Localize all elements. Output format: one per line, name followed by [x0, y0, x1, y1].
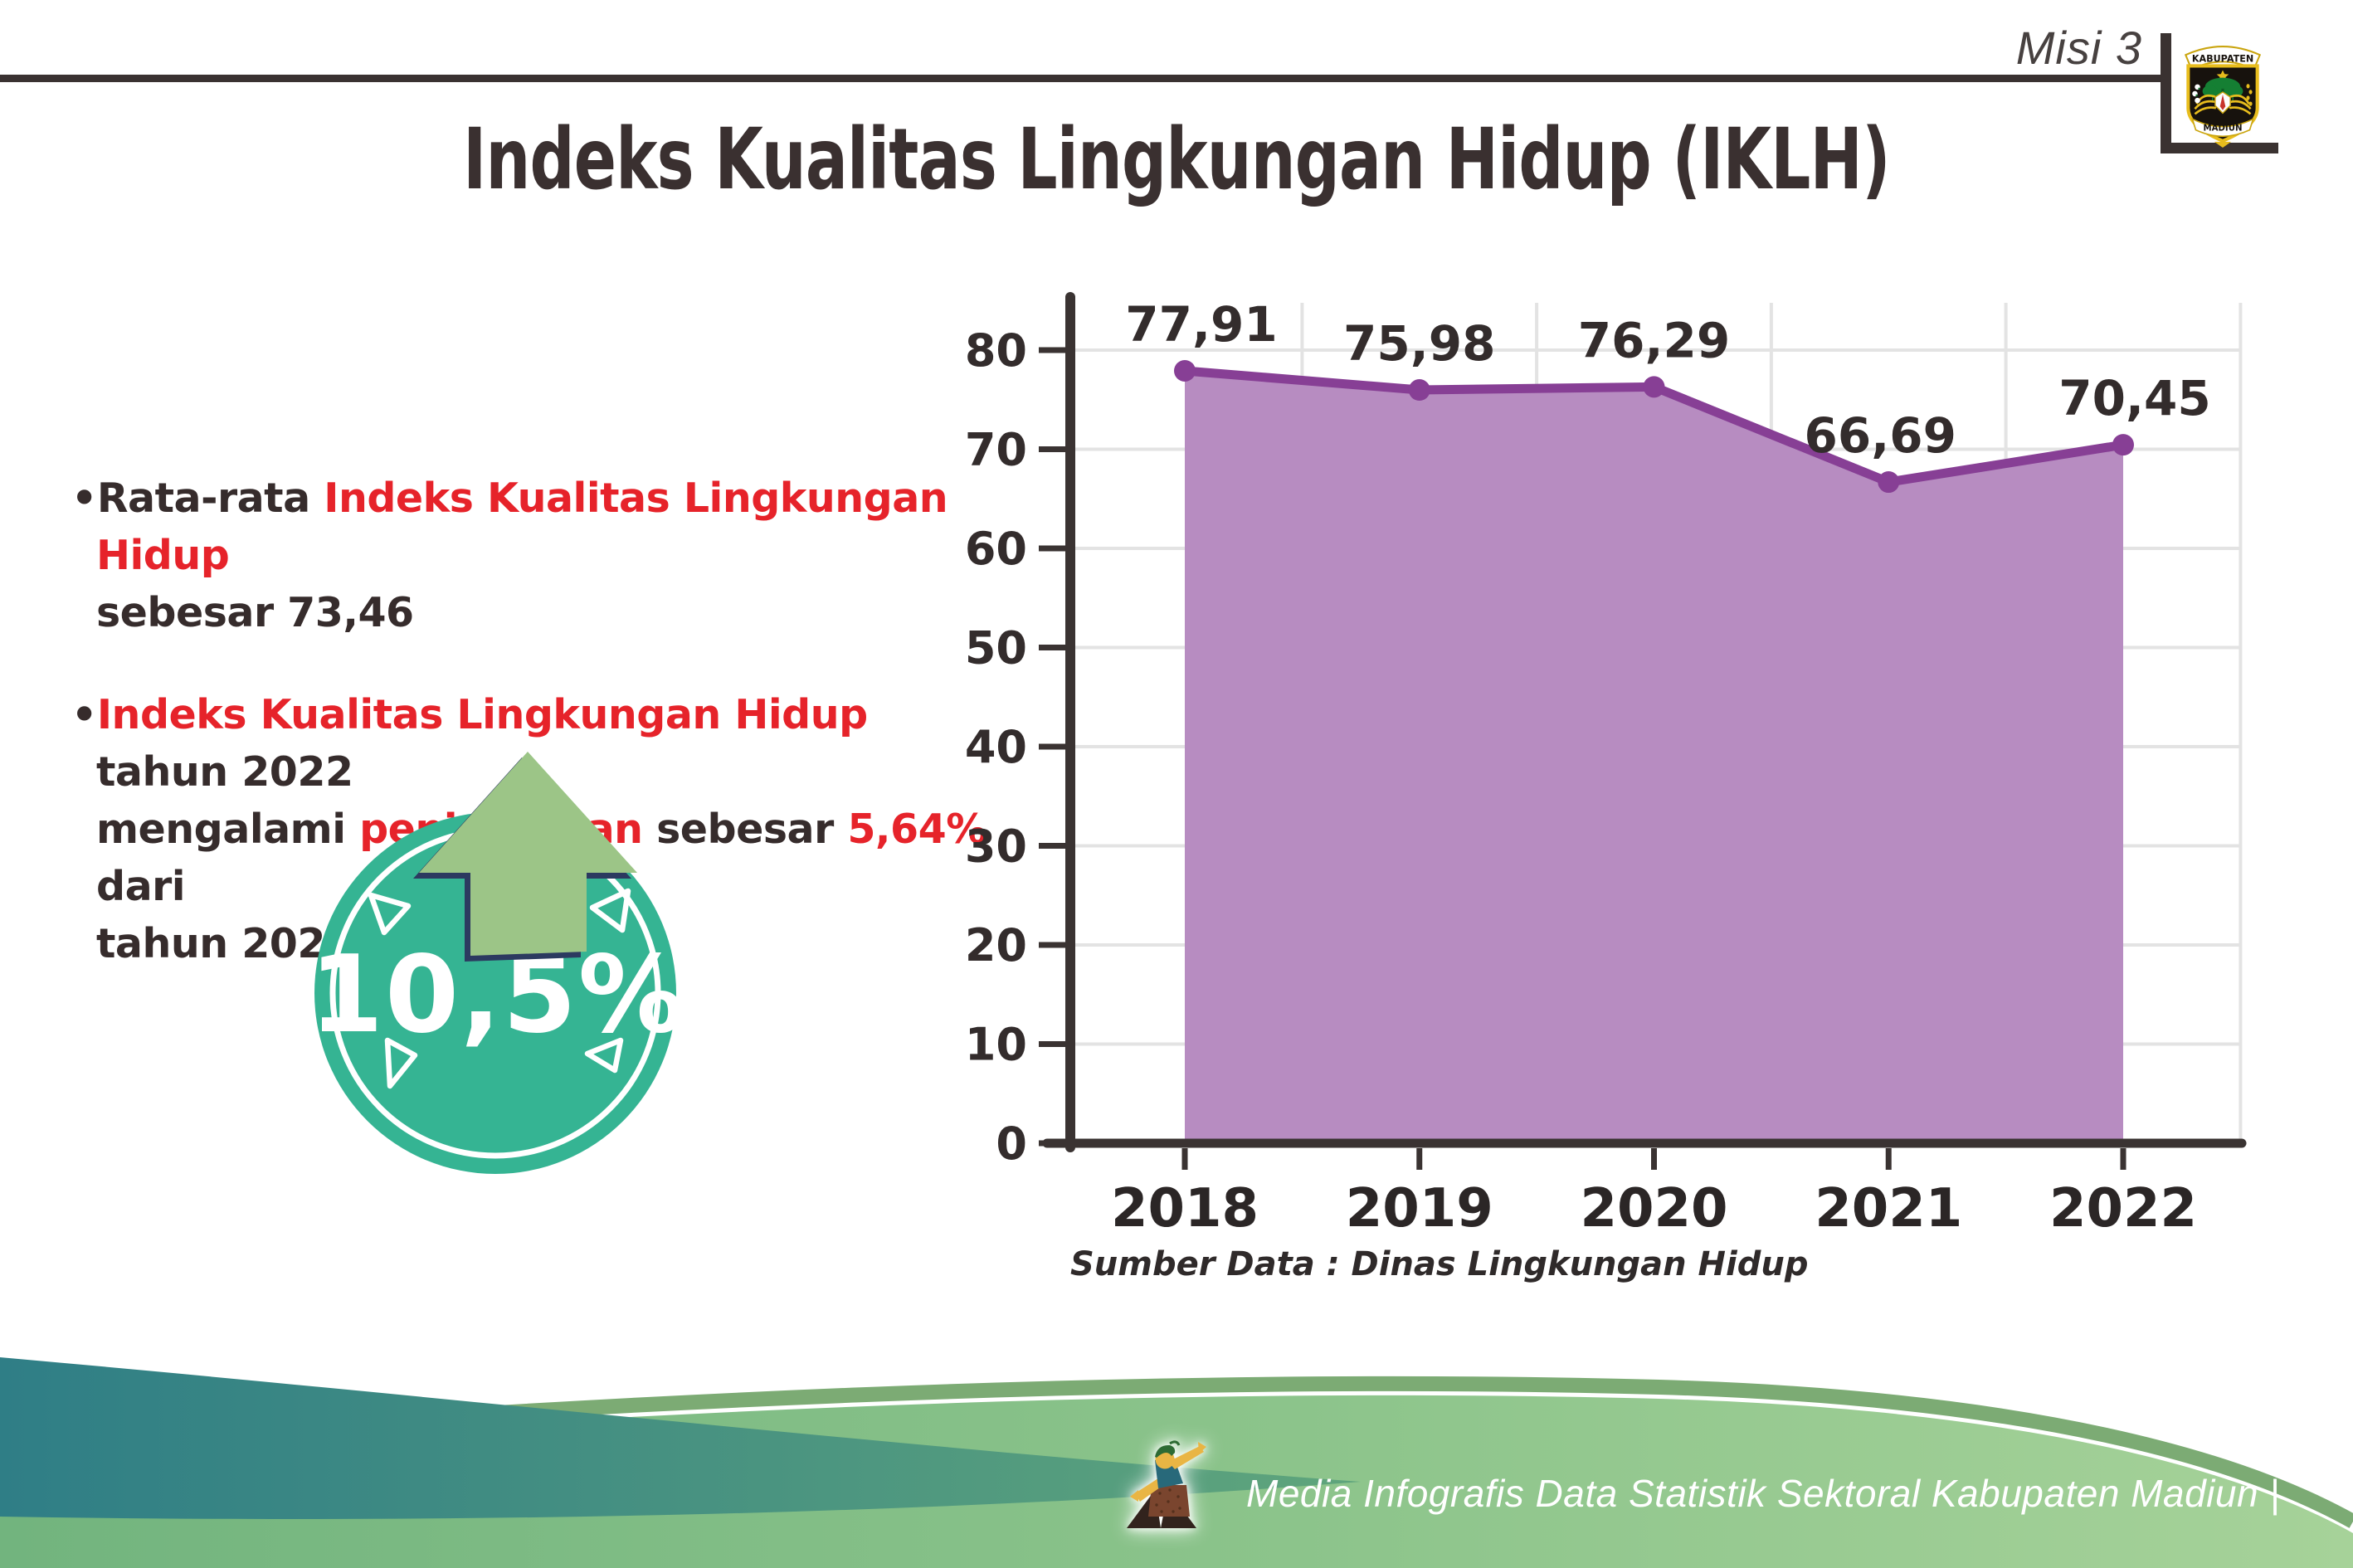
logo-top-banner-text: KABUPATEN [2192, 53, 2253, 64]
chart-y-tick-label: 30 [965, 821, 1027, 873]
dancer-mascot-icon [1127, 1440, 1206, 1528]
mascot-cap [1155, 1444, 1176, 1458]
mascot-cap-curl [1169, 1440, 1181, 1446]
mascot-left-hand [1130, 1490, 1138, 1502]
chart-x-tick-label: 2019 [1346, 1178, 1493, 1239]
chart-x-tick-label: 2021 [1815, 1178, 1962, 1239]
logo-bottom-banner-text: MADIUN [2204, 124, 2243, 134]
footer-wave [0, 1357, 2353, 1568]
header-rule [0, 75, 2167, 82]
badge-sparkle-triangles [368, 888, 631, 1089]
text-segment: tahun 2021 [96, 920, 353, 967]
logo-keris [2219, 94, 2226, 110]
chart-y-tick-label: 60 [965, 523, 1027, 575]
footer-credit: Media Infografis Data Statistik Sektoral… [1246, 1472, 2280, 1515]
chart-area [1185, 370, 2123, 1141]
chart-y-tick-label: 0 [996, 1118, 1027, 1170]
bullet-line: •Indeks Kualitas Lingkungan Hidup tahun … [71, 686, 1009, 801]
logo-tree-right [2228, 85, 2243, 98]
iklh-area-chart: 0 10 20 30 40 50 60 70 80 2018 2019 2020 2021 2022 77,… [965, 292, 2247, 1239]
chart-y-tick-label: 70 [965, 424, 1027, 476]
page-title: Indeks Kualitas Lingkungan Hidup (IKLH) [463, 110, 1890, 209]
mascot-right-arm [1168, 1446, 1204, 1469]
text-segment: sebesar [642, 806, 848, 853]
mascot-sarong-dots [1155, 1488, 1181, 1513]
chart-x-tick-label: 2020 [1580, 1178, 1727, 1239]
chart-point [1643, 376, 1665, 398]
logo-frame-vertical [2161, 33, 2171, 153]
chart-point [1408, 379, 1430, 402]
logo-frame-horizontal [2161, 143, 2278, 153]
chart-data-label: 77,91 [1125, 296, 1277, 353]
chart-data-label: 75,98 [1343, 315, 1495, 372]
bullet-line: sebesar 73,46 [71, 584, 1009, 641]
chart-y-tick-label: 50 [965, 622, 1027, 674]
text-segment: sebesar 73,46 [96, 589, 414, 636]
text-segment: • [71, 691, 97, 738]
chart-data-label: 76,29 [1578, 312, 1730, 368]
chart-data-label: 70,45 [2058, 370, 2210, 426]
chart-x-tick-label: 2018 [1111, 1178, 1259, 1239]
logo-ornament [2214, 141, 2232, 148]
chart-y-tick-label: 80 [965, 324, 1027, 377]
chart-point [2112, 434, 2134, 456]
chart-point [1174, 359, 1196, 382]
bullet-line: •Rata-rata Indeks Kualitas Lingkungan Hi… [71, 470, 1009, 584]
text-segment: •Rata-rata [71, 475, 324, 522]
logo-bottom-ribbon [2191, 117, 2254, 138]
mascot-right-hand [1198, 1442, 1206, 1454]
up-arrow-icon [413, 752, 637, 962]
chart-x-tick-label: 2022 [2049, 1178, 2197, 1239]
logo-cotton [2192, 84, 2200, 104]
chart-y-tick-label: 10 [965, 1019, 1027, 1071]
kabupaten-madiun-logo-icon: KABUPATEN MADIUN [2184, 46, 2262, 148]
source-note: Sumber Data : Dinas Lingkungan Hidup [1070, 1245, 1809, 1283]
chart-point [1878, 471, 1900, 494]
text-segment: mengalami [96, 806, 360, 853]
text-segment: tahun 2022 [96, 748, 353, 796]
text-segment: Indeks Kualitas Lingkungan Hidup [96, 691, 868, 738]
logo-rice [2246, 84, 2253, 106]
chart-y-tick-label: 20 [965, 919, 1027, 971]
chart-data-label: 66,69 [1805, 407, 1956, 464]
text-segment: 5,64% [847, 806, 987, 853]
increase-badge: 10,5% [309, 752, 684, 1174]
text-segment: Indeks Kualitas Lingkungan Hidup [96, 475, 948, 579]
bullet-line: tahun 2021 [71, 915, 1009, 972]
wave-teal [0, 1357, 1361, 1520]
key-findings-list: •Rata-rata Indeks Kualitas Lingkungan Hi… [71, 470, 1009, 1017]
chart-y-tick-label: 40 [965, 721, 1027, 773]
bullet-item-2: •Indeks Kualitas Lingkungan Hidup tahun … [71, 686, 1009, 972]
logo-top-ribbon [2184, 46, 2262, 71]
logo-tree-left [2202, 85, 2218, 98]
misi-label: Misi 3 [2015, 22, 2142, 74]
bullet-item-1: •Rata-rata Indeks Kualitas Lingkungan Hi… [71, 470, 1009, 641]
text-segment: dari [96, 863, 186, 910]
